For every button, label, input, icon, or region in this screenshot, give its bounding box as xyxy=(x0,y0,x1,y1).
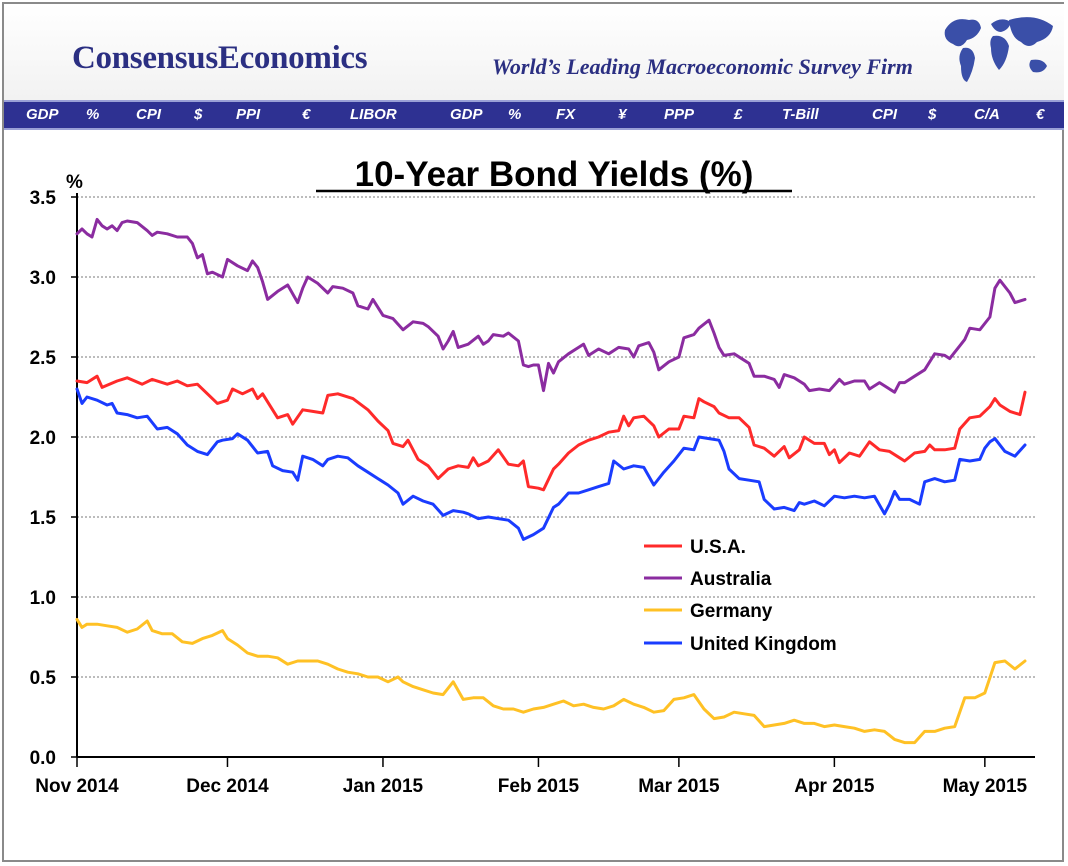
series-line-australia xyxy=(75,217,1027,394)
series-line-u-s-a xyxy=(75,374,1027,492)
ticker-item: € xyxy=(302,106,311,123)
ticker-item: FX xyxy=(556,106,576,123)
ticker-item: GDP xyxy=(26,106,59,123)
y-tick-label: 2.0 xyxy=(30,428,56,449)
ticker-item: % xyxy=(508,106,522,123)
series-line-united-kingdom xyxy=(75,387,1027,541)
ticker-item: % xyxy=(86,106,100,123)
legend-label: U.S.A. xyxy=(690,537,746,558)
x-tick-label: Feb 2015 xyxy=(498,776,580,797)
ticker-item: CPI xyxy=(136,106,162,123)
legend-label: Germany xyxy=(690,601,773,622)
ticker-item: PPI xyxy=(236,106,261,123)
ticker-item: $ xyxy=(928,106,937,123)
ticker-item: LIBOR xyxy=(350,106,397,123)
ticker-item: T-Bill xyxy=(782,106,819,123)
ticker-item: € xyxy=(1036,106,1045,123)
legend-label: Australia xyxy=(690,569,772,590)
x-tick-label: Nov 2014 xyxy=(35,776,119,797)
consensus-economics-logo: ConsensusEconomics xyxy=(72,40,368,76)
x-tick-label: May 2015 xyxy=(943,776,1028,797)
header-banner: ConsensusEconomics World’s Leading Macro… xyxy=(4,4,1064,100)
tagline: World’s Leading Macroeconomic Survey Fir… xyxy=(492,54,913,79)
x-tick-label: Jan 2015 xyxy=(343,776,424,797)
ticker-item: £ xyxy=(734,106,743,123)
ticker-bar: GDP% CPI $ PPI € LIBOR GDP% FX ¥ PPP £ T-Bill CPI $ C/… xyxy=(4,100,1064,130)
y-tick-label: 2.5 xyxy=(30,348,57,369)
chart-title: 10-Year Bond Yields (%) xyxy=(355,155,754,194)
ticker-item: ¥ xyxy=(618,106,627,123)
ticker-item: C/A xyxy=(974,106,1000,123)
world-map-icon xyxy=(944,17,1053,82)
y-tick-label: 1.0 xyxy=(30,588,56,609)
x-tick-label: Dec 2014 xyxy=(186,776,269,797)
y-tick-label: 3.5 xyxy=(30,188,57,209)
y-axis-label: % xyxy=(66,172,83,193)
y-tick-label: 1.5 xyxy=(30,508,57,529)
ticker-item: $ xyxy=(194,106,203,123)
y-tick-label: 0.0 xyxy=(30,748,56,769)
y-tick-label: 0.5 xyxy=(30,668,57,689)
legend-label: United Kingdom xyxy=(690,634,837,655)
ticker-item: CPI xyxy=(872,106,898,123)
x-tick-label: Apr 2015 xyxy=(794,776,875,797)
series-line-germany xyxy=(75,617,1027,745)
y-tick-label: 3.0 xyxy=(30,268,56,289)
ticker-item: GDP xyxy=(450,106,483,123)
x-tick-label: Mar 2015 xyxy=(638,776,720,797)
ticker-item: PPP xyxy=(664,106,695,123)
